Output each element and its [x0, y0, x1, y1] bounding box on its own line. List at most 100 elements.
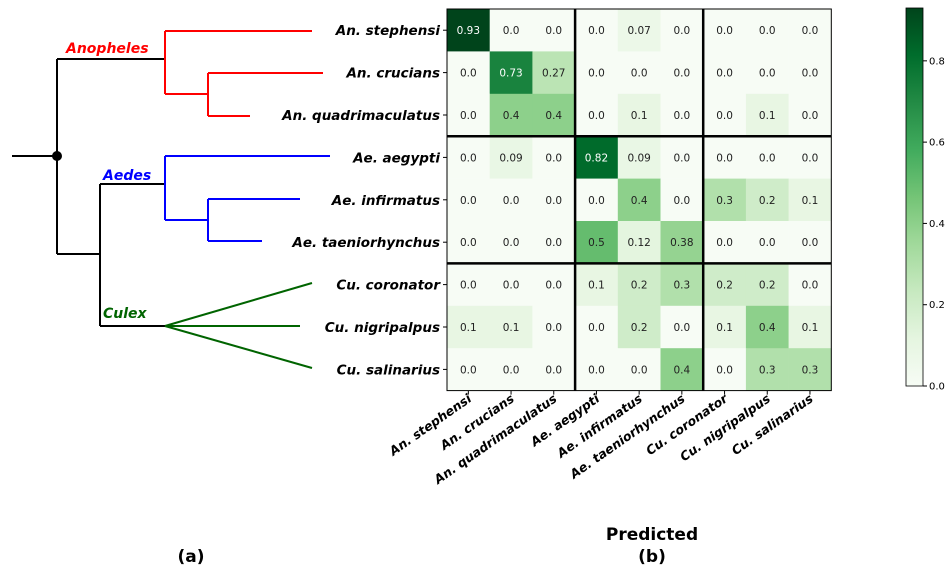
cell-value-label: 0.4	[503, 110, 520, 122]
cell-value-label: 0.0	[673, 195, 690, 207]
heatmap-cell	[745, 305, 789, 349]
cell-value-label: 0.1	[503, 322, 520, 334]
row-label: Ae. aegypti	[352, 150, 440, 166]
panel-label-a: (a)	[177, 547, 204, 567]
heatmap-cell	[660, 305, 704, 349]
heatmap-cell	[788, 136, 832, 179]
cell-value-label: 0.0	[631, 68, 648, 80]
heatmap-cell	[660, 51, 704, 95]
heatmap-cell	[532, 51, 576, 95]
heatmap-cell	[532, 178, 576, 222]
cell-value-label: 0.0	[716, 152, 733, 164]
heatmap-cell	[532, 263, 576, 307]
heatmap-cell	[745, 51, 789, 95]
cell-value-label: 0.0	[802, 68, 819, 80]
cell-value-label: 0.1	[759, 110, 776, 122]
cell-value-label: 0.0	[460, 68, 477, 80]
heatmap-cell	[575, 305, 619, 349]
cell-value-label: 0.93	[457, 25, 480, 37]
cell-value-label: 0.0	[545, 280, 562, 292]
row-label: Ae. taeniorhynchus	[291, 235, 440, 251]
cell-value-label: 0.1	[588, 280, 605, 292]
cell-value-label: 0.0	[673, 68, 690, 80]
heatmap-cell	[447, 9, 490, 52]
cell-value-label: 0.27	[542, 68, 565, 80]
heatmap-cell	[617, 221, 661, 264]
heatmap-cell	[489, 51, 533, 95]
heatmap-cell	[447, 348, 490, 391]
anopheles-clade	[164, 30, 323, 117]
cell-value-label: 0.0	[716, 364, 733, 376]
cell-value-label: 0.0	[673, 322, 690, 334]
cell-value-label: 0.0	[503, 364, 520, 376]
cell-value-label: 0.82	[585, 152, 608, 164]
heatmap-cell	[745, 178, 789, 222]
heatmap-cell	[703, 348, 747, 391]
tree-leaf-cu-salinarius	[164, 325, 313, 369]
aedes-clade	[164, 155, 330, 242]
heatmap-cell	[660, 178, 704, 222]
row-labels: An. stephensi An. crucians An. quadrimacul…	[281, 23, 447, 378]
row-label: Cu. salinarius	[337, 362, 440, 378]
cell-value-label: 0.0	[588, 68, 605, 80]
cell-value-label: 0.1	[716, 322, 733, 334]
heatmap-cell	[617, 178, 661, 222]
heatmap-cell	[575, 263, 619, 307]
cell-value-label: 0.0	[673, 25, 690, 37]
cell-value-label: 0.0	[503, 195, 520, 207]
heatmap-cell	[575, 348, 619, 391]
heatmap-cell	[489, 178, 533, 222]
cell-value-label: 0.0	[545, 195, 562, 207]
heatmap-cell	[532, 93, 576, 137]
cell-value-label: 0.0	[588, 25, 605, 37]
cell-value-label: 0.1	[631, 110, 648, 122]
heatmap-cell	[788, 221, 832, 264]
cell-value-label: 0.4	[631, 195, 648, 207]
cell-value-label: 0.0	[716, 110, 733, 122]
cell-value-label: 0.3	[716, 195, 733, 207]
panel-label-b: (b)	[638, 547, 666, 567]
heatmap-cell	[447, 305, 490, 349]
heatmap-cell	[617, 305, 661, 349]
cell-value-label: 0.2	[759, 280, 776, 292]
tree-leaf-cu-coronator	[164, 282, 313, 327]
cell-value-label: 0.0	[716, 25, 733, 37]
heatmap-cell	[745, 221, 789, 264]
heatmap-cell	[788, 9, 832, 52]
cell-value-label: 0.0	[460, 152, 477, 164]
cell-value-label: 0.09	[627, 152, 650, 164]
heatmap-cell	[489, 348, 533, 391]
cell-value-label: 0.0	[759, 152, 776, 164]
cell-value-label: 0.0	[545, 25, 562, 37]
cell-value-label: 0.0	[802, 152, 819, 164]
culex-clade	[164, 282, 313, 369]
confusion-matrix-heatmap: 0.93 0.0 0.0 0.0 0.07 0.0 0.0 0.0 0.0 0.0 0.73 0.27…	[446, 8, 832, 392]
cell-value-label: 0.1	[460, 322, 477, 334]
heatmap-cell	[660, 93, 704, 137]
cell-value-label: 0.0	[588, 364, 605, 376]
heatmap-cell	[617, 93, 661, 137]
cell-value-label: 0.3	[802, 364, 819, 376]
heatmap-cell	[660, 263, 704, 307]
heatmap-cell	[703, 9, 747, 52]
heatmap-cell	[617, 136, 661, 179]
cell-value-label: 0.0	[673, 110, 690, 122]
cell-value-label: 0.0	[545, 152, 562, 164]
cell-value-label: 0.2	[716, 280, 733, 292]
heatmap-cell	[788, 93, 832, 137]
heatmap-cell	[660, 221, 704, 264]
heatmap-cell	[489, 93, 533, 137]
heatmap-cell	[703, 93, 747, 137]
cell-value-label: 0.0	[673, 152, 690, 164]
heatmap-cell	[745, 9, 789, 52]
cell-value-label: 0.73	[499, 68, 522, 80]
cell-value-label: 0.0	[545, 364, 562, 376]
row-label: Cu. coronator	[336, 278, 441, 294]
cell-value-label: 0.0	[460, 364, 477, 376]
cell-value-label: 0.0	[759, 25, 776, 37]
genus-label-culex: Culex	[103, 306, 148, 322]
heatmap-cell	[447, 221, 490, 264]
cell-value-label: 0.2	[631, 280, 648, 292]
